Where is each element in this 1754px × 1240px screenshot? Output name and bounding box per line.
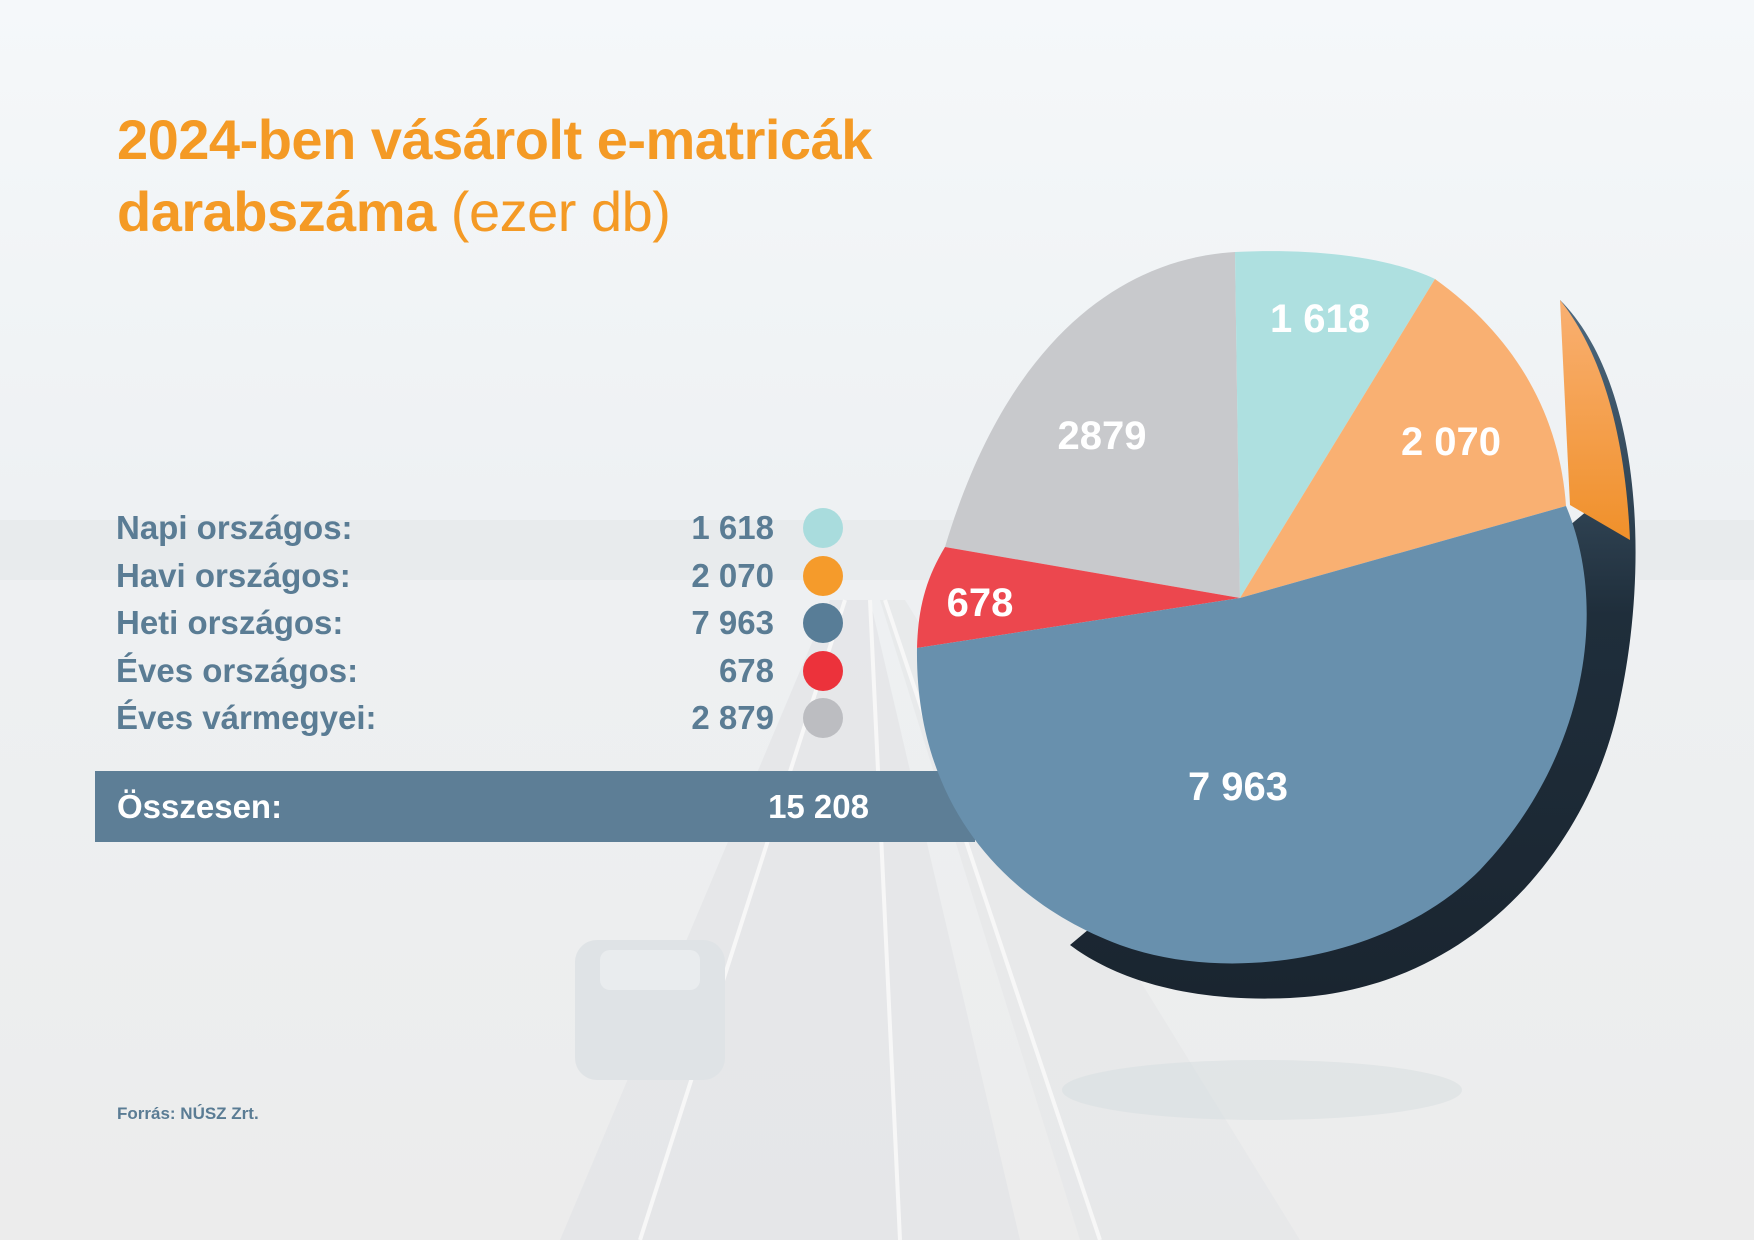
total-label: Összesen: [117,788,283,825]
legend-label: Éves országos: [116,651,359,689]
slice-label-varmegyei: 2879 [1058,414,1147,458]
legend-row-havi: Havi országos: 2 070 [116,552,856,600]
legend-swatch-icon [803,650,843,691]
title-line-1: 2024-ben vásárolt e-matricák [117,108,872,171]
pie-slices [916,251,1587,964]
legend-label: Napi országos: [116,509,353,546]
legend-swatch-icon [803,555,843,596]
slice-eves-varmegyei [945,252,1240,598]
legend-value: 2 070 [691,556,774,594]
legend-value: 678 [718,651,774,689]
source-note: Forrás: NÚSZ Zrt. [117,1104,259,1123]
slice-label-eves: 678 [947,581,1014,625]
title-line-2: darabszáma (ezer db) [117,176,872,248]
legend-swatch-icon [803,508,843,548]
slice-heti [916,506,1587,964]
legend-swatch-icon [803,603,843,643]
legend-row-varmegyei: Éves vármegyei: 2 879 [116,694,856,742]
legend-value: 7 963 [691,604,774,641]
legend-row-heti: Heti országos: 7 963 [116,599,856,647]
slice-havi [1240,279,1566,598]
slice-napi [1235,251,1435,598]
chart-title: 2024-ben vásárolt e-matricák darabszáma … [117,104,872,248]
legend: Napi országos: 1 618 Havi országos: 2 07… [116,504,856,742]
legend-label: Havi országos: [116,556,351,594]
legend-value: 1 618 [691,509,774,546]
legend-row-eves: Éves országos: 678 [116,647,856,695]
legend-label: Éves vármegyei: [116,699,377,736]
legend-value: 2 879 [691,699,774,736]
slice-label-heti: 7 963 [1188,765,1288,809]
title-unit: (ezer db) [450,180,671,243]
legend-row-napi: Napi országos: 1 618 [116,504,856,552]
slice-label-havi: 2 070 [1401,420,1501,464]
legend-swatch-icon [803,698,843,738]
legend-label: Heti országos: [116,604,344,641]
slice-eves [917,547,1240,648]
total-bar: Összesen: 15 208 [95,771,975,842]
total-value: 15 208 [768,788,869,825]
slice-label-napi: 1 618 [1270,297,1370,341]
title-bold: darabszáma [117,180,436,243]
